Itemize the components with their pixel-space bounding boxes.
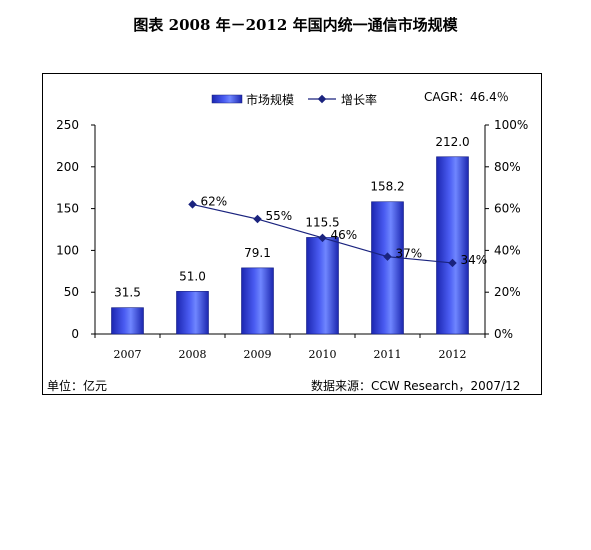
x-tick-label: 2010 <box>309 348 337 361</box>
bar-series <box>111 156 469 335</box>
y-right-tick-label: 60% <box>494 202 521 216</box>
x-tick-label: 2011 <box>374 348 402 361</box>
line-value-label: 34% <box>461 253 488 267</box>
y-left-tick-label: 50 <box>64 285 79 299</box>
x-tick-label: 2008 <box>179 348 207 361</box>
bar <box>371 201 404 335</box>
chart-frame <box>42 73 542 395</box>
data-labels: 31.5 51.0 79.1 115.5 158.2 212.0 62% 55% 46% 37% 3… <box>114 135 487 300</box>
bar-value-label: 79.1 <box>244 246 271 260</box>
line-value-label: 46% <box>331 228 358 242</box>
line-value-label: 62% <box>201 194 228 208</box>
y-left-tick-label: 150 <box>56 202 79 216</box>
bar-value-label: 51.0 <box>179 269 206 283</box>
y-right-tick-label: 80% <box>494 160 521 174</box>
bar-value-label: 212.0 <box>435 135 469 149</box>
y-right-tick-label: 40% <box>494 243 521 257</box>
line-point <box>188 200 197 209</box>
y-left-tick-label: 200 <box>56 160 79 174</box>
source-label: 数据来源：CCW Research，2007/12 <box>311 378 520 393</box>
unit-label: 单位：亿元 <box>47 378 107 393</box>
bar-value-label: 115.5 <box>305 215 339 229</box>
y-left-tick-label: 0 <box>71 327 79 341</box>
y-left-tick-label: 100 <box>56 243 79 257</box>
line-value-label: 55% <box>266 209 293 223</box>
line-point <box>448 258 457 268</box>
bar-value-label: 31.5 <box>114 286 141 300</box>
legend-line-marker <box>317 94 327 104</box>
bar <box>241 267 274 335</box>
line-point <box>318 233 327 243</box>
legend-bar-swatch <box>211 94 243 104</box>
legend: 市场规模 增长率 <box>211 92 377 107</box>
chart-title: 图表 2008 年－2012 年国内统一通信市场规模 <box>133 16 458 34</box>
line-point <box>253 214 262 224</box>
bar <box>436 156 469 335</box>
axes: 0 50 100 150 200 250 0% 20% 40% 60% 80% 100% 2007 200… <box>56 118 528 361</box>
legend-bar-label: 市场规模 <box>246 92 294 107</box>
x-tick-label: 2012 <box>439 348 467 361</box>
y-right-tick-label: 0% <box>494 327 513 341</box>
bar-value-label: 158.2 <box>370 180 404 194</box>
y-right-tick-label: 20% <box>494 285 521 299</box>
cagr-annotation: CAGR：46.4％ <box>424 90 509 104</box>
legend-line-label: 增长率 <box>341 92 377 107</box>
y-right-tick-label: 100% <box>494 118 528 132</box>
y-left-tick-label: 250 <box>56 118 79 132</box>
bar <box>176 291 209 335</box>
x-tick-label: 2007 <box>114 348 142 361</box>
x-tick-label: 2009 <box>244 348 272 361</box>
bar <box>111 307 144 335</box>
bar <box>306 237 339 335</box>
line-value-label: 37% <box>396 247 423 261</box>
